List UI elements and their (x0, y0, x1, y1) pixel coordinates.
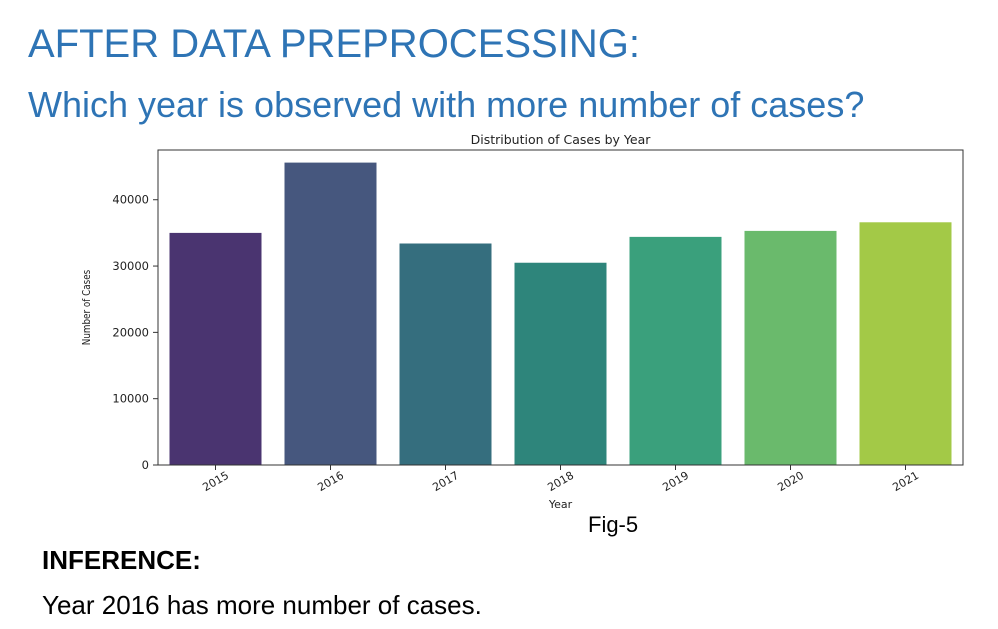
x-tick-label: 2018 (545, 469, 576, 494)
slide-question: Which year is observed with more number … (28, 84, 865, 125)
y-tick-label: 0 (142, 458, 149, 472)
inference-heading: INFERENCE: (42, 545, 201, 575)
x-tick-label: 2021 (890, 469, 921, 494)
y-tick-label: 30000 (112, 259, 149, 273)
x-tick-label: 2017 (430, 469, 461, 494)
bar-chart: Distribution of Cases by Year 0 10000 20000… (81, 132, 964, 511)
bar-2021 (859, 222, 952, 465)
figure-caption: Fig-5 (588, 512, 639, 537)
y-tick-label: 10000 (112, 392, 149, 406)
bar-2017 (399, 243, 492, 465)
y-tick-label: 40000 (112, 193, 149, 207)
inference-text: Year 2016 has more number of cases. (42, 590, 482, 620)
chart-title: Distribution of Cases by Year (471, 132, 652, 147)
x-axis-label: Year (548, 498, 573, 511)
y-tick-label: 20000 (112, 325, 149, 339)
bar-2020 (744, 230, 837, 465)
x-tick-label: 2020 (775, 469, 806, 494)
bar-2019 (629, 236, 722, 465)
x-tick-label: 2015 (200, 469, 231, 494)
bar-2015 (169, 232, 262, 465)
bar-2018 (514, 262, 607, 465)
slide-title: AFTER DATA PREPROCESSING: (28, 22, 640, 66)
x-tick-label: 2019 (660, 469, 691, 494)
bar-2016 (284, 162, 377, 465)
y-axis-label: Number of Cases (81, 270, 93, 345)
x-tick-label: 2016 (315, 469, 346, 494)
